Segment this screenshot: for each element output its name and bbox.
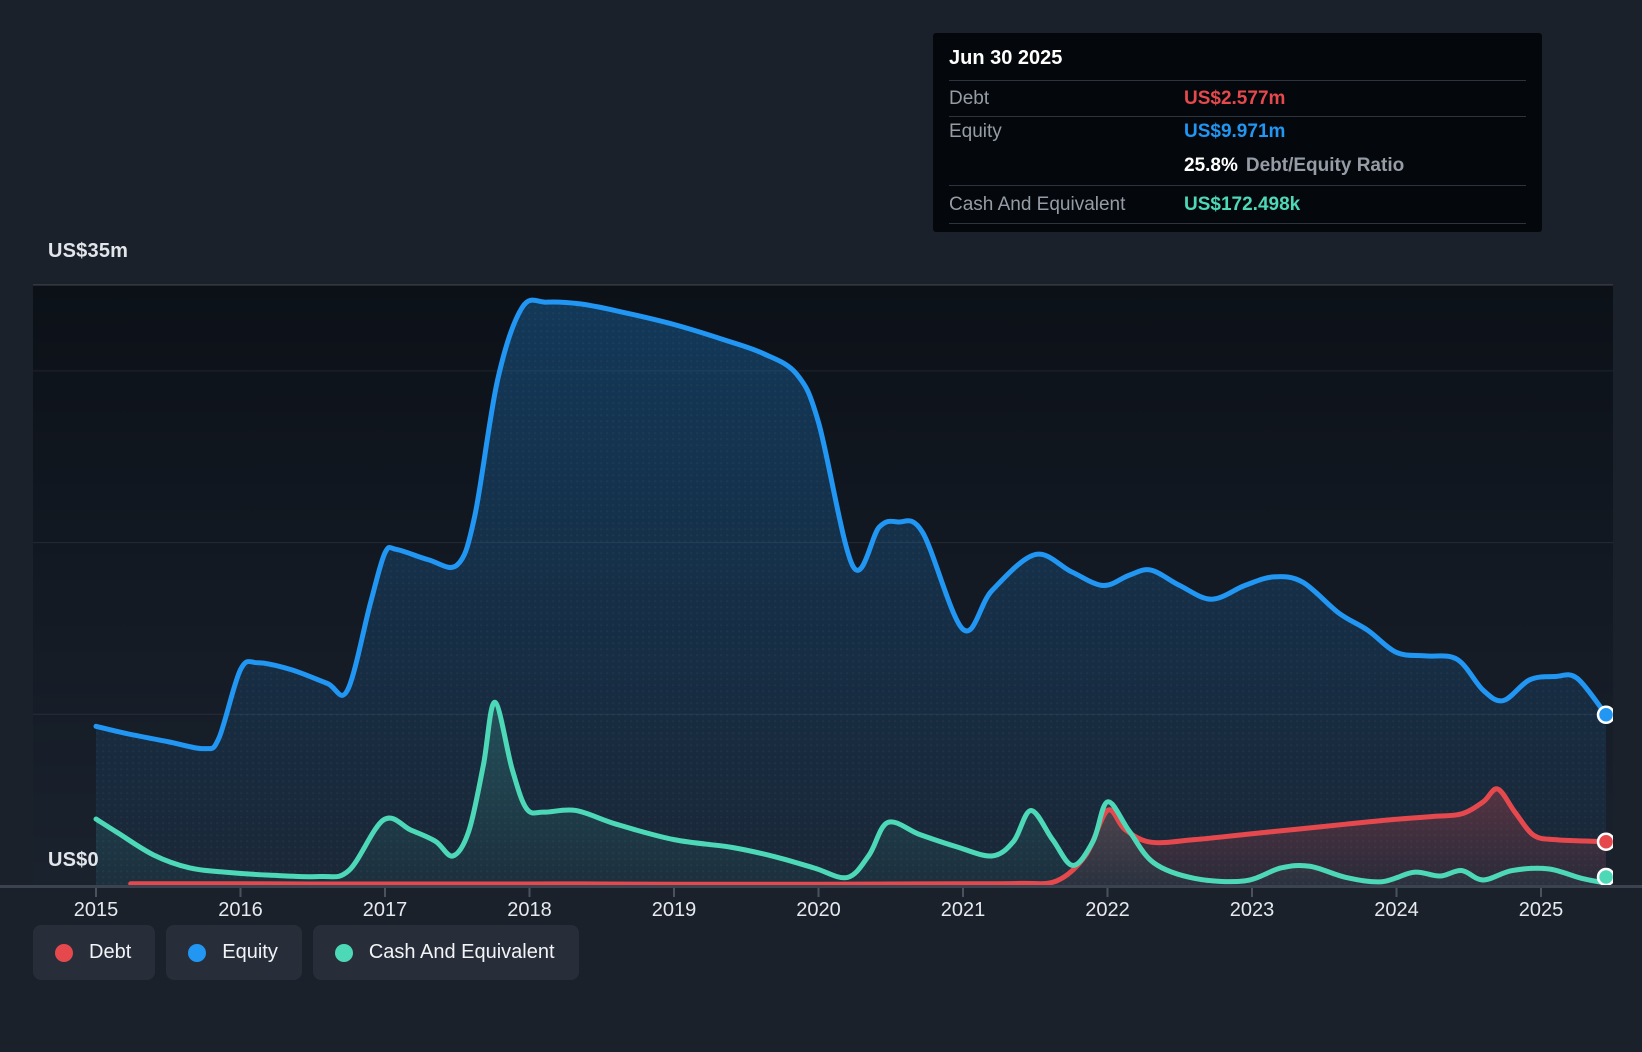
tooltip-row-cash: Cash And Equivalent US$172.498k <box>949 185 1526 224</box>
tooltip-cash-value: US$172.498k <box>1184 193 1301 215</box>
debt-swatch-icon <box>55 943 73 962</box>
y-axis-max-label: US$35m <box>48 240 129 262</box>
x-tick-label-2016: 2016 <box>218 899 263 921</box>
legend-debt-label: Debt <box>89 941 132 963</box>
debt-endpoint-marker[interactable] <box>1596 832 1614 851</box>
x-tick-label-2025: 2025 <box>1519 899 1564 921</box>
equity-line <box>93 297 1609 752</box>
x-tick-label-2015: 2015 <box>74 899 119 921</box>
equity-swatch-icon <box>188 943 207 962</box>
legend-item-debt[interactable]: Debt <box>33 925 156 980</box>
legend-item-equity[interactable]: Equity <box>166 925 302 980</box>
tooltip-cash-label: Cash And Equivalent <box>949 193 1126 215</box>
chart-legend: Debt Equity Cash And Equivalent <box>33 925 579 980</box>
tooltip-equity-label: Equity <box>949 121 1002 142</box>
legend-equity-label: Equity <box>222 941 278 963</box>
x-tick-label-2024: 2024 <box>1374 899 1419 921</box>
x-tick-label-2022: 2022 <box>1085 899 1130 921</box>
tooltip-row-ratio: 25.8% Debt/Equity Ratio <box>949 147 1526 185</box>
legend-cash-label: Cash And Equivalent <box>368 941 555 963</box>
tooltip-debt-value: US$2.577m <box>1184 87 1286 109</box>
cash-area <box>96 702 1607 886</box>
x-tick-label-2019: 2019 <box>652 899 697 921</box>
tooltip-row-equity: Equity US$9.971m <box>949 116 1526 147</box>
debt-equity-ratio-value: 25.8% <box>1184 155 1238 176</box>
equity-endpoint-marker[interactable] <box>1596 705 1614 725</box>
x-tick-label-2023: 2023 <box>1230 899 1275 921</box>
x-tick-label-2021: 2021 <box>941 899 986 921</box>
x-tick-label-2020: 2020 <box>796 899 841 921</box>
cash-line <box>93 699 1609 886</box>
cash-endpoint-marker[interactable] <box>1596 867 1614 887</box>
x-tick-label-2017: 2017 <box>363 899 408 921</box>
y-axis-zero-label: US$0 <box>48 849 99 871</box>
tooltip-equity-value: US$9.971m <box>1184 121 1286 142</box>
x-tick-label-2018: 2018 <box>507 899 552 921</box>
debt-equity-ratio-label: Debt/Equity Ratio <box>1245 155 1405 176</box>
x-axis-line <box>0 885 1642 888</box>
debt-area <box>130 788 1607 886</box>
tooltip-row-debt: Debt US$2.577m <box>949 80 1526 116</box>
cash-swatch-icon <box>334 943 353 962</box>
tooltip-debt-label: Debt <box>949 87 990 109</box>
tooltip-date: Jun 30 2025 <box>949 47 1063 69</box>
legend-item-cash[interactable]: Cash And Equivalent <box>312 925 579 980</box>
hover-tooltip: Jun 30 2025 Debt US$2.577m Equity US$9.9… <box>933 33 1542 232</box>
